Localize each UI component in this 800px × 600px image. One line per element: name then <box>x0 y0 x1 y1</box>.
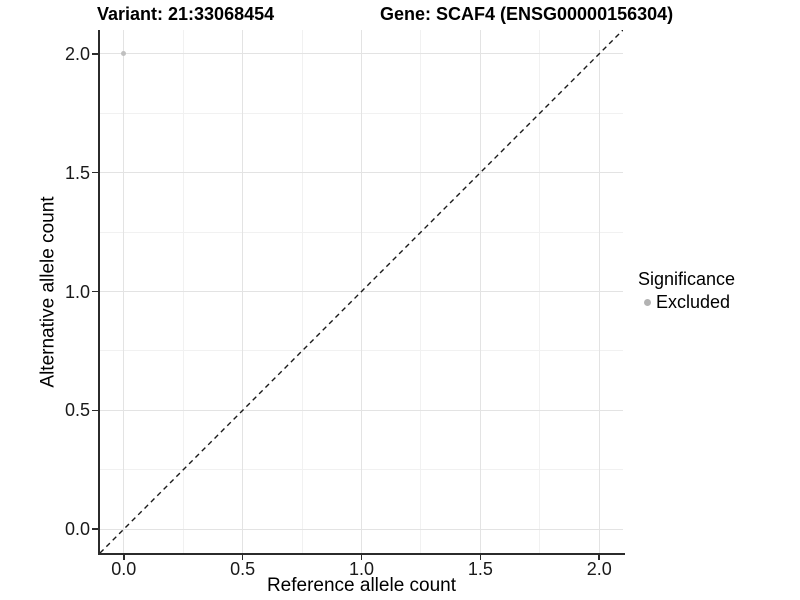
x-tick-label: 0.0 <box>111 559 137 579</box>
identity-line <box>100 30 623 553</box>
data-point <box>121 51 127 57</box>
y-tick <box>92 290 98 293</box>
x-tick <box>123 555 125 560</box>
x-tick <box>241 555 244 560</box>
y-gridline-major <box>100 409 623 411</box>
x-tick-label: 1.5 <box>467 559 493 579</box>
y-tick <box>92 528 98 530</box>
y-gridline-major <box>100 172 623 174</box>
legend: Significance Excluded <box>638 268 735 313</box>
gene-title: Gene: SCAF4 (ENSG00000156304) <box>380 4 674 24</box>
y-tick-label: 1.0 <box>64 281 90 302</box>
x-axis-title: Reference allele count <box>266 575 457 596</box>
variant-title: Variant: 21:33068454 <box>97 4 275 24</box>
plot-panel <box>100 30 623 553</box>
y-tick-label: 0.0 <box>64 519 90 540</box>
x-tick-label: 2.0 <box>586 559 612 579</box>
legend-title: Significance <box>638 269 736 289</box>
y-tick-label: 1.5 <box>64 162 90 183</box>
x-tick <box>598 555 600 560</box>
y-tick-label: 0.5 <box>64 400 90 421</box>
y-tick <box>92 171 98 174</box>
y-tick <box>92 53 98 55</box>
x-tick <box>479 555 482 560</box>
legend-point-icon <box>644 298 651 306</box>
y-tick-label: 2.0 <box>64 43 90 64</box>
identity-line-layer <box>100 30 623 553</box>
x-axis-line <box>98 553 625 555</box>
legend-item-label: Excluded <box>656 292 731 312</box>
x-tick-label: 0.5 <box>230 559 256 579</box>
y-axis-line <box>98 30 100 555</box>
x-tick-label: 1.0 <box>348 559 375 579</box>
y-tick <box>92 409 98 412</box>
y-gridline-major <box>100 528 623 530</box>
y-gridline-major <box>100 53 623 55</box>
x-tick <box>360 555 363 560</box>
legend-item-excluded: Excluded <box>638 291 735 313</box>
